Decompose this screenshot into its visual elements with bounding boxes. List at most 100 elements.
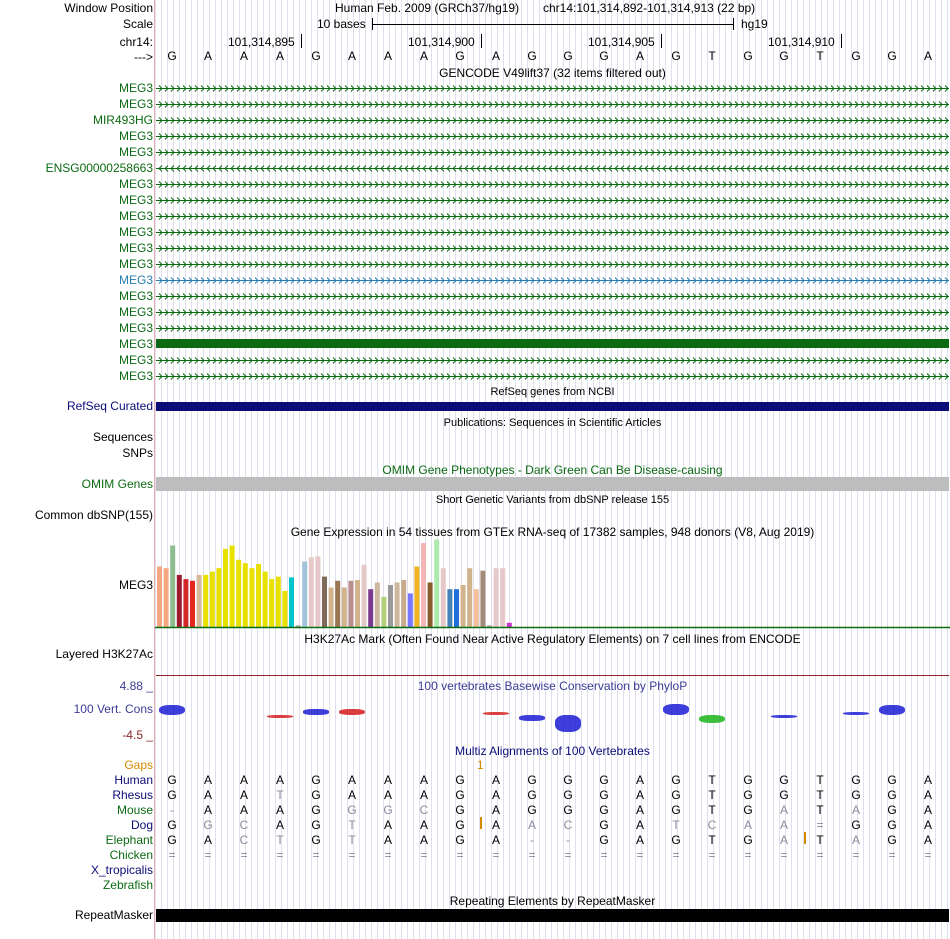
gtex-tissue-bar[interactable] [440, 568, 446, 627]
gtex-tissue-bar[interactable] [223, 548, 228, 627]
gtex-tissue-bar[interactable] [368, 589, 374, 627]
gencode-gene-feature[interactable] [156, 227, 949, 238]
gencode-track-title[interactable]: GENCODE V49lift37 (32 items filtered out… [439, 66, 666, 80]
gtex-tissue-bar[interactable] [460, 585, 466, 627]
gtex-tissue-bar[interactable] [335, 580, 341, 627]
gtex-tissue-bar[interactable] [374, 582, 380, 628]
gtex-tissue-bar[interactable] [348, 580, 354, 627]
gtex-tissue-bar[interactable] [487, 625, 492, 627]
gtex-tissue-bar[interactable] [341, 587, 347, 628]
gtex-tissue-bar[interactable] [500, 568, 506, 627]
omim-label[interactable]: OMIM Genes [81, 477, 153, 491]
gencode-gene-feature[interactable] [156, 99, 949, 110]
gencode-gene-feature[interactable] [156, 243, 949, 254]
gtex-tissue-bar[interactable] [196, 574, 202, 627]
gencode-gene-label[interactable]: MIR493HG [92, 113, 153, 127]
gtex-tissue-bar[interactable] [308, 557, 314, 627]
species-label[interactable]: Human [114, 773, 153, 787]
gtex-tissue-bar[interactable] [322, 576, 327, 627]
gtex-tissue-bar[interactable] [302, 561, 308, 628]
gtex-tissue-bar[interactable] [394, 582, 400, 628]
gencode-gene-feature[interactable] [156, 83, 949, 94]
conservation-label[interactable]: 100 Vert. Cons [73, 702, 153, 716]
gencode-gene-label[interactable]: MEG3 [118, 321, 153, 335]
gtex-tissue-bar[interactable] [262, 571, 268, 627]
species-label[interactable]: Rhesus [112, 788, 153, 802]
gtex-tissue-bar[interactable] [447, 589, 453, 627]
sequences-label[interactable]: Sequences [92, 430, 153, 444]
gencode-gene-feature[interactable] [156, 163, 949, 174]
gtex-label[interactable]: MEG3 [118, 578, 153, 592]
gtex-track-title[interactable]: Gene Expression in 54 tissues from GTEx … [290, 525, 815, 539]
gencode-gene-label[interactable]: MEG3 [118, 225, 153, 239]
gtex-tissue-bar[interactable] [315, 556, 321, 627]
species-label[interactable]: Elephant [105, 833, 153, 847]
repeatmasker-label[interactable]: RepeatMasker [74, 908, 153, 922]
gencode-gene-feature[interactable] [156, 371, 949, 382]
species-label[interactable]: Mouse [116, 803, 153, 817]
gencode-gene-label[interactable]: MEG3 [118, 145, 153, 159]
gencode-gene-label[interactable]: MEG3 [118, 337, 153, 351]
gtex-tissue-bar[interactable] [295, 625, 301, 627]
gencode-gene-feature[interactable] [156, 195, 949, 206]
gencode-gene-label[interactable]: MEG3 [118, 209, 153, 223]
gtex-tissue-bar[interactable] [414, 566, 420, 628]
gencode-gene-label[interactable]: ENSG00000258663 [45, 161, 153, 175]
gtex-tissue-bar[interactable] [467, 568, 473, 627]
gencode-gene-feature[interactable] [156, 339, 949, 348]
gencode-gene-label[interactable]: MEG3 [118, 289, 153, 303]
gencode-gene-feature[interactable] [156, 147, 949, 158]
gtex-tissue-bar[interactable] [421, 543, 426, 627]
gtex-tissue-bar[interactable] [427, 582, 433, 628]
gtex-tissue-bar[interactable] [249, 568, 255, 627]
conservation-track-title[interactable]: 100 vertebrates Basewise Conservation by… [417, 679, 688, 693]
gtex-tissue-bar[interactable] [170, 545, 176, 628]
gencode-gene-label[interactable]: MEG3 [118, 97, 153, 111]
omim-gene-bar[interactable] [156, 477, 949, 491]
gtex-tissue-bar[interactable] [176, 574, 182, 627]
species-label[interactable]: X_tropicalis [90, 863, 153, 877]
gtex-tissue-bar[interactable] [157, 566, 162, 628]
gtex-tissue-bar[interactable] [401, 580, 407, 627]
gencode-gene-feature[interactable] [156, 179, 949, 190]
gtex-tissue-bar[interactable] [163, 568, 169, 627]
gtex-tissue-bar[interactable] [236, 559, 242, 627]
gtex-tissue-bar[interactable] [183, 579, 189, 627]
gencode-gene-label[interactable]: MEG3 [118, 81, 153, 95]
gtex-tissue-bar[interactable] [269, 579, 275, 627]
gtex-tissue-bar[interactable] [361, 564, 367, 627]
gencode-gene-feature[interactable] [156, 259, 949, 270]
snps-label[interactable]: SNPs [122, 446, 153, 460]
gtex-tissue-bar[interactable] [282, 590, 288, 627]
gencode-gene-feature[interactable] [156, 323, 949, 334]
gtex-tissue-bar[interactable] [381, 596, 387, 627]
gencode-gene-feature[interactable] [156, 355, 949, 366]
gencode-gene-label[interactable]: MEG3 [118, 129, 153, 143]
dbsnp-label[interactable]: Common dbSNP(155) [34, 508, 153, 522]
gtex-tissue-bar[interactable] [493, 568, 499, 627]
gencode-gene-label[interactable]: MEG3 [118, 257, 153, 271]
gencode-gene-label[interactable]: MEG3 [118, 305, 153, 319]
h3k27ac-track-title[interactable]: H3K27Ac Mark (Often Found Near Active Re… [304, 632, 801, 646]
refseq-gene-bar[interactable] [156, 402, 949, 411]
gtex-tissue-bar[interactable] [355, 580, 360, 627]
omim-track-title[interactable]: OMIM Gene Phenotypes - Dark Green Can Be… [382, 463, 723, 477]
h3k27ac-label[interactable]: Layered H3K27Ac [55, 647, 153, 661]
gtex-tissue-bar[interactable] [242, 563, 248, 627]
gtex-tissue-bar[interactable] [434, 539, 440, 627]
gtex-tissue-bar[interactable] [506, 622, 512, 627]
gaps-label[interactable]: Gaps [124, 758, 153, 772]
gencode-gene-feature[interactable] [156, 307, 949, 318]
gencode-gene-label[interactable]: MEG3 [118, 369, 153, 383]
gtex-tissue-bar[interactable] [388, 585, 393, 627]
gtex-tissue-bar[interactable] [190, 580, 195, 627]
dbsnp-track-title[interactable]: Short Genetic Variants from dbSNP releas… [435, 494, 670, 506]
gtex-tissue-bar[interactable] [407, 593, 413, 627]
gtex-tissue-bar[interactable] [275, 576, 281, 627]
gencode-gene-feature[interactable] [156, 275, 949, 286]
position-readout[interactable]: chr14:101,314,892-101,314,913 (22 bp) [543, 1, 756, 15]
gencode-gene-label[interactable]: MEG3 [118, 241, 153, 255]
refseq-label[interactable]: RefSeq Curated [66, 399, 153, 413]
refseq-track-title[interactable]: RefSeq genes from NCBI [490, 386, 615, 398]
gencode-gene-feature[interactable] [156, 291, 949, 302]
